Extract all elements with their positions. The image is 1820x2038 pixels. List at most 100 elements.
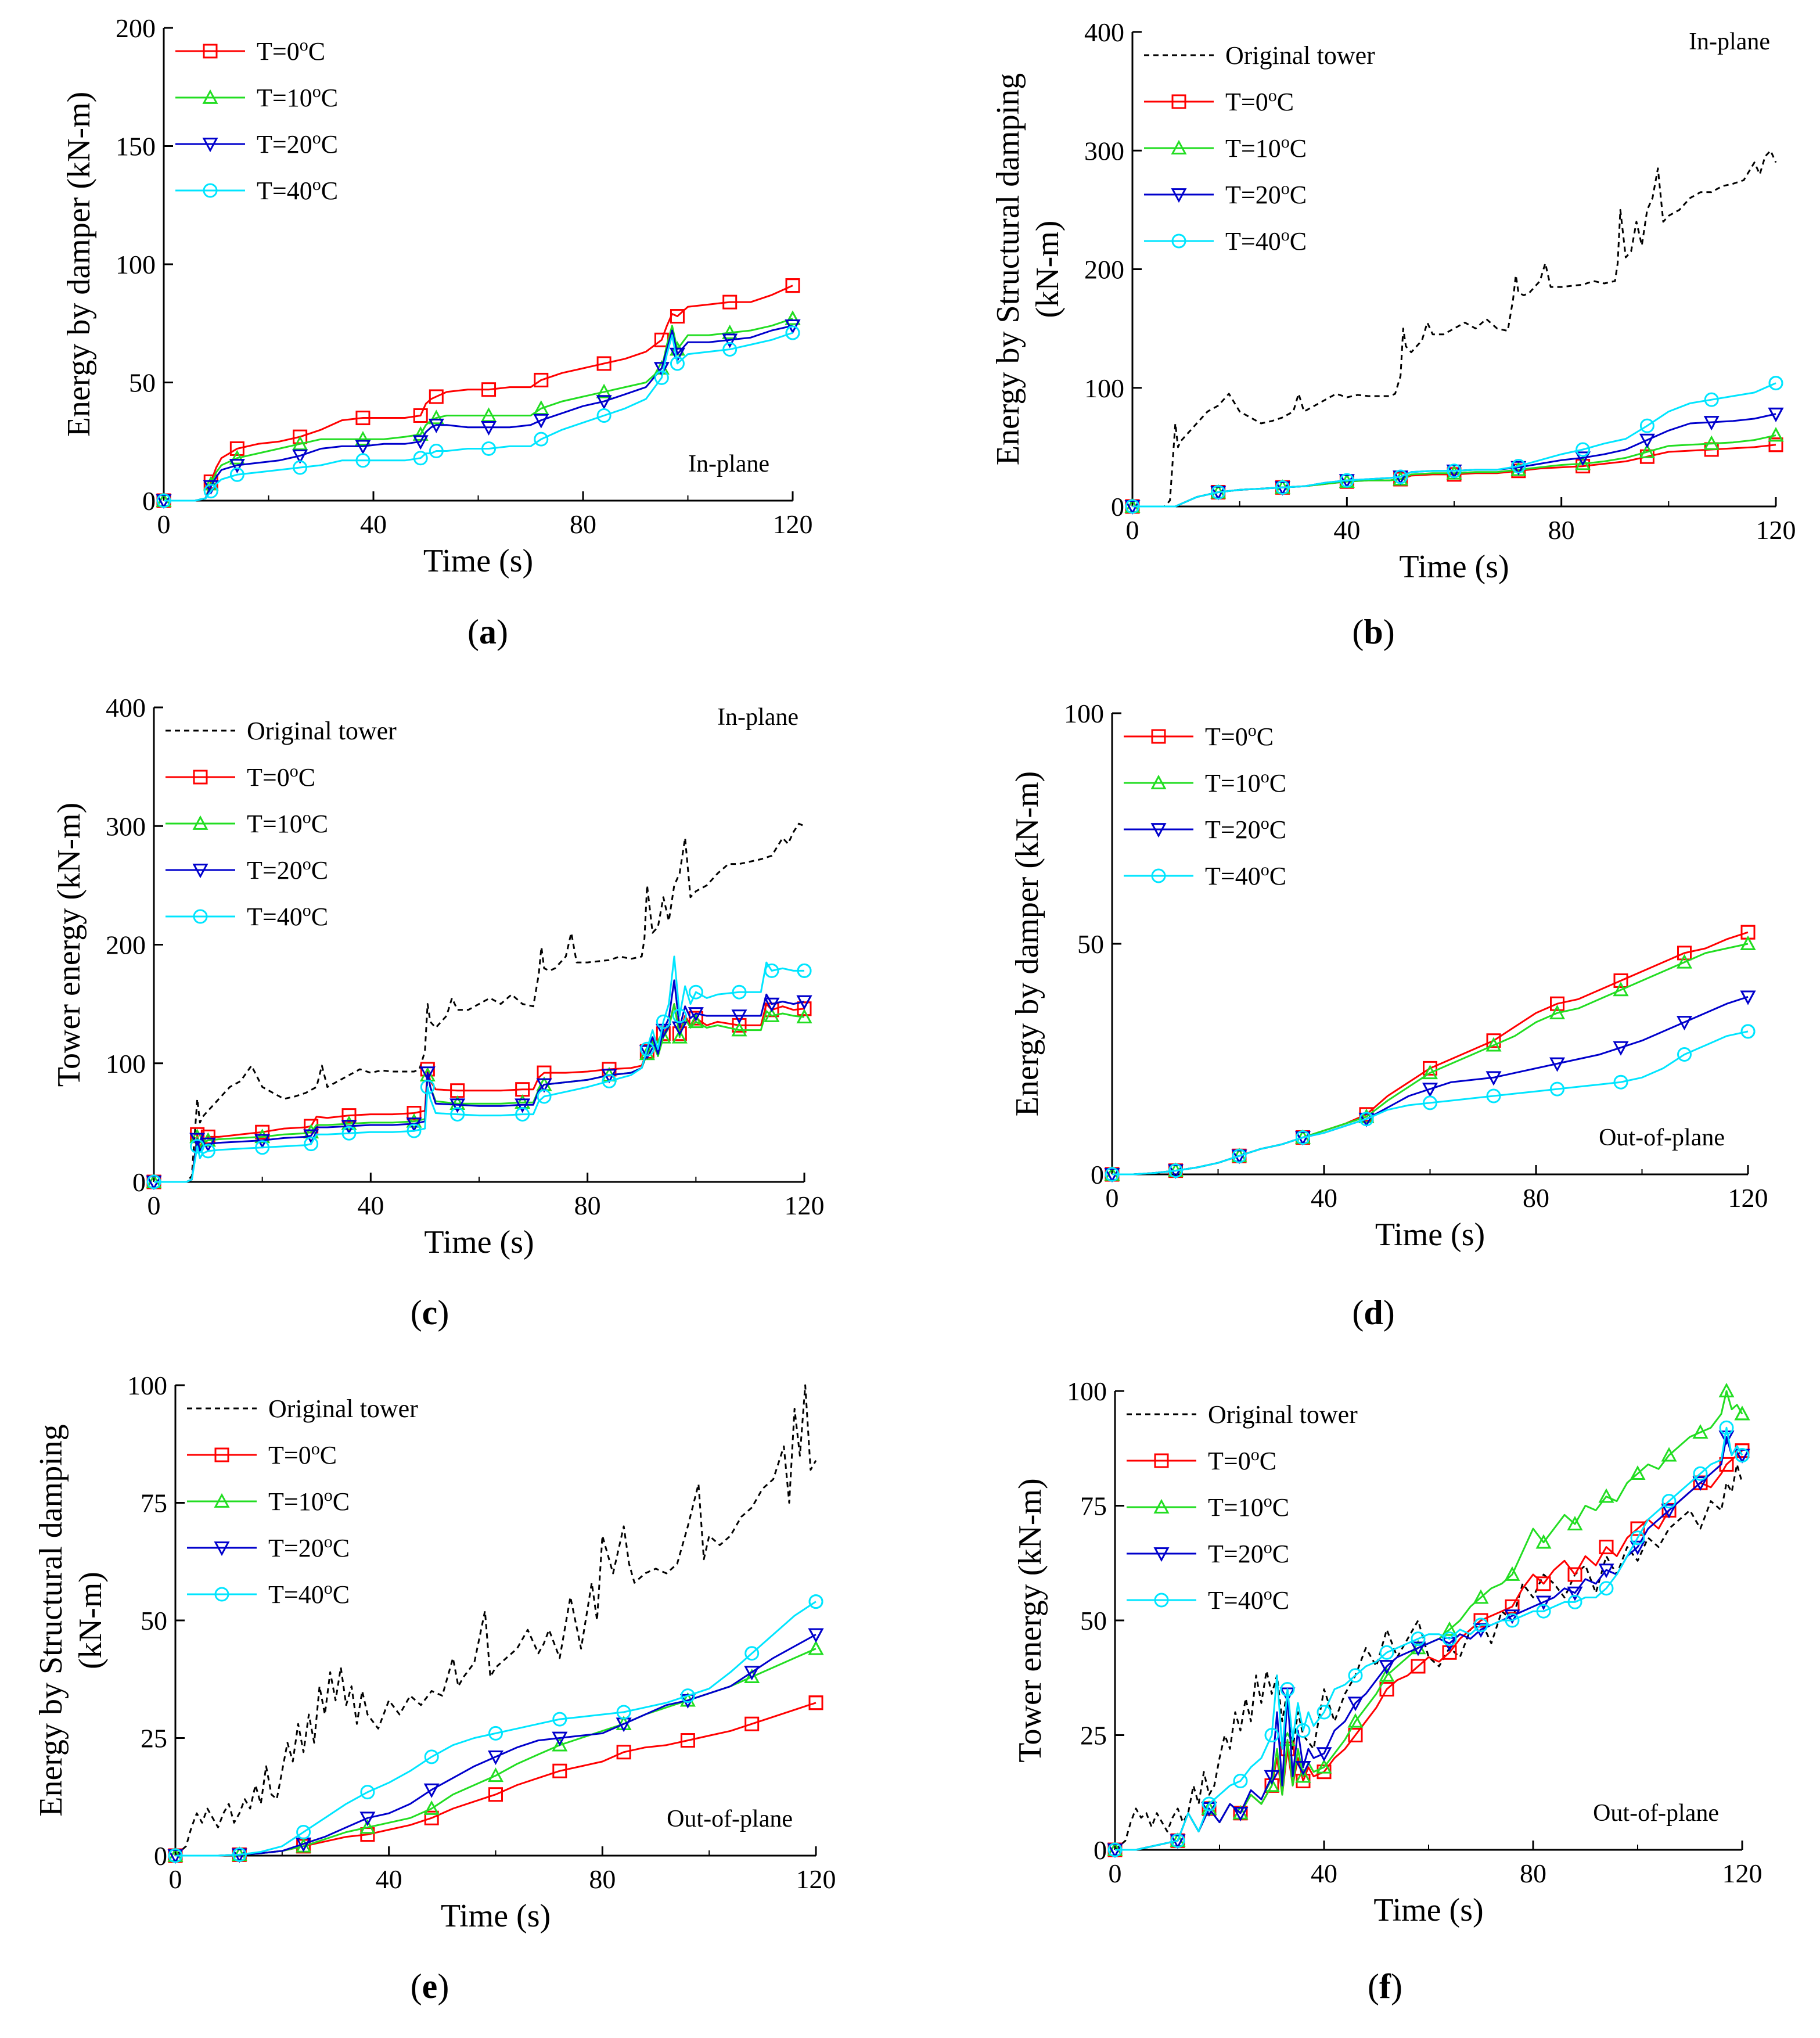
data-point-marker [1639,418,1654,433]
data-point-marker [359,1819,376,1834]
data-point-marker [1661,1504,1677,1519]
x-tick-label: 120 [1722,1859,1763,1888]
data-point-marker [156,493,171,508]
data-point-marker [744,1646,760,1661]
data-point-marker [407,1123,422,1138]
series-line-T20 [1115,1436,1743,1851]
data-point-marker [406,1113,422,1128]
data-point-marker [1740,1024,1756,1039]
series-orig [1114,1463,1743,1851]
legend-marker [1151,868,1166,883]
data-point-marker [785,325,800,340]
data-point-marker [1676,1016,1693,1031]
y-tick-label: 0 [1094,1835,1107,1865]
data-point-marker [1486,1071,1502,1086]
data-point-marker [419,1066,436,1081]
series-line-T40 [175,1601,817,1857]
data-point-marker [1740,935,1756,950]
x-tick-label: 40 [1311,1183,1337,1213]
data-point-marker [200,1137,216,1152]
y-tick-label: 400 [1084,17,1124,47]
data-point-marker [1549,1004,1566,1019]
data-point-marker [1107,1842,1123,1857]
x-tick-label: 80 [574,1191,601,1220]
data-point-marker [304,1137,319,1152]
data-point-marker [1768,407,1784,422]
y-tick-label: 50 [1077,929,1104,959]
data-point-marker [428,409,444,425]
legend-marker [214,1493,230,1508]
annotation-label: Out-of-plane [667,1806,793,1832]
data-point-marker [1296,1130,1310,1145]
data-point-marker [1535,1595,1552,1611]
data-point-marker [1734,1406,1750,1421]
data-point-marker [1567,1515,1583,1530]
data-point-marker [1661,1447,1677,1462]
data-point-marker [654,370,669,385]
series-T20 [156,319,801,509]
data-point-marker [764,963,779,978]
data-point-marker [796,1008,812,1023]
data-point-marker [1233,1774,1248,1788]
x-tick-label: 40 [360,509,387,539]
legend-marker [202,138,218,153]
data-point-marker [1232,1148,1247,1163]
legend-label: T=20oC [1205,814,1286,844]
data-point-marker [1347,1696,1364,1712]
data-point-marker [1504,1566,1520,1581]
data-point-marker [406,1117,422,1133]
data-point-marker [1718,1382,1735,1397]
legend-label: T=40oC [268,1579,350,1609]
y-tick-label: 75 [1080,1491,1107,1521]
data-point-marker [1511,459,1526,474]
y-tick-label: 300 [106,811,146,841]
x-tick-label: 40 [376,1864,402,1894]
data-point-marker [722,342,738,357]
x-tick-label: 120 [1728,1183,1768,1213]
data-point-marker [1393,469,1408,484]
data-point-marker [731,1009,747,1025]
data-point-marker [536,1078,552,1093]
legend: Original tower T=0oC T=10oC T=20oC T=40oC [1144,41,1375,256]
data-point-marker [537,1089,552,1104]
data-point-marker [722,294,738,310]
legend-label: T=10oC [268,1486,350,1516]
data-point-marker [808,1695,823,1710]
legend-label: T=0oC [1208,1445,1276,1476]
legend-label: T=40oC [1225,225,1307,256]
data-point-marker [1613,982,1629,997]
data-point-marker [534,432,549,447]
legend-label: T=0oC [268,1439,337,1470]
series-T20 [1104,990,1756,1183]
data-point-marker [1598,1488,1614,1503]
data-point-marker [424,1810,439,1825]
legend-label: Original tower [268,1394,418,1423]
data-point-marker [1740,990,1756,1005]
data-point-marker [672,1008,687,1023]
data-point-marker [232,1847,247,1862]
x-tick-label: 120 [796,1864,836,1894]
data-point-marker [487,1751,504,1766]
data-point-marker [732,984,747,1000]
data-point-marker [1550,996,1564,1011]
data-point-marker [1358,1108,1375,1123]
series-line-T20 [175,1633,817,1857]
data-point-marker [293,460,308,475]
data-point-marker [1630,1530,1645,1545]
x-tick-label: 0 [148,1191,161,1220]
series-T40 [1125,376,1783,514]
data-point-marker [1296,1723,1311,1738]
y-tick-label: 0 [1091,1160,1104,1189]
legend-label: T=0oC [1205,721,1274,752]
x-tick-label: 0 [1126,515,1139,545]
legend-label: T=10oC [1225,132,1307,163]
legend-label: T=10oC [1205,767,1286,798]
data-point-marker [1639,443,1655,458]
chart-panel-e: 0 40 80 120 0 25 50 75 100 Time (s) Energy by Stru… [33,1371,836,2005]
data-point-marker [1348,1728,1363,1742]
y-axis-title: Tower energy (kN-m) [1012,1478,1048,1763]
y-tick-label: 100 [1064,699,1104,728]
data-point-marker [1486,1037,1502,1052]
data-point-marker [254,1134,271,1149]
